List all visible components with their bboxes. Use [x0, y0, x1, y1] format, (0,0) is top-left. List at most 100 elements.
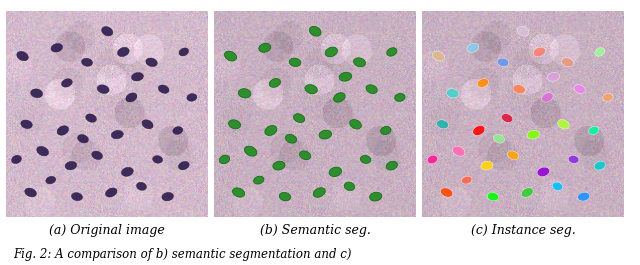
Ellipse shape	[65, 161, 77, 170]
Ellipse shape	[111, 130, 124, 139]
Ellipse shape	[31, 89, 43, 98]
Ellipse shape	[501, 114, 513, 122]
Ellipse shape	[146, 58, 157, 67]
Ellipse shape	[349, 120, 362, 129]
Ellipse shape	[517, 26, 529, 36]
Ellipse shape	[541, 93, 553, 102]
Ellipse shape	[603, 94, 613, 101]
Ellipse shape	[72, 193, 83, 201]
Ellipse shape	[467, 43, 479, 52]
Ellipse shape	[289, 58, 301, 67]
Ellipse shape	[366, 85, 378, 94]
Ellipse shape	[309, 26, 321, 36]
Ellipse shape	[77, 135, 88, 143]
Ellipse shape	[521, 188, 533, 197]
Ellipse shape	[279, 192, 291, 201]
Ellipse shape	[319, 130, 332, 139]
Ellipse shape	[179, 48, 189, 56]
Ellipse shape	[369, 192, 382, 201]
Ellipse shape	[537, 167, 550, 176]
Ellipse shape	[477, 78, 488, 87]
Ellipse shape	[158, 85, 169, 93]
Ellipse shape	[481, 161, 493, 170]
Ellipse shape	[232, 188, 244, 197]
Ellipse shape	[446, 89, 459, 98]
Ellipse shape	[387, 48, 397, 56]
Ellipse shape	[527, 130, 540, 139]
Ellipse shape	[86, 114, 97, 122]
Ellipse shape	[386, 161, 397, 170]
Ellipse shape	[452, 146, 465, 156]
Ellipse shape	[225, 51, 237, 61]
Ellipse shape	[126, 93, 137, 102]
Ellipse shape	[173, 127, 182, 134]
Ellipse shape	[533, 47, 545, 57]
Ellipse shape	[81, 58, 93, 66]
Ellipse shape	[487, 192, 499, 201]
Ellipse shape	[461, 176, 472, 184]
Ellipse shape	[325, 47, 337, 57]
Ellipse shape	[106, 188, 117, 197]
Ellipse shape	[440, 188, 452, 197]
Ellipse shape	[305, 85, 317, 94]
Ellipse shape	[220, 155, 230, 164]
Ellipse shape	[142, 120, 153, 129]
Ellipse shape	[339, 72, 352, 81]
Ellipse shape	[259, 43, 271, 52]
Ellipse shape	[187, 94, 197, 101]
Ellipse shape	[433, 51, 445, 61]
Ellipse shape	[473, 126, 485, 135]
Ellipse shape	[265, 126, 277, 135]
Ellipse shape	[273, 161, 285, 170]
Ellipse shape	[513, 85, 525, 94]
Ellipse shape	[244, 146, 257, 156]
Ellipse shape	[238, 89, 251, 98]
Ellipse shape	[333, 93, 345, 102]
Ellipse shape	[25, 188, 36, 197]
Ellipse shape	[329, 167, 342, 176]
Ellipse shape	[344, 182, 355, 191]
Ellipse shape	[594, 161, 605, 170]
Ellipse shape	[293, 114, 305, 122]
Ellipse shape	[428, 155, 438, 164]
Ellipse shape	[102, 26, 113, 36]
Ellipse shape	[493, 134, 505, 143]
Ellipse shape	[118, 47, 129, 56]
Ellipse shape	[508, 151, 519, 160]
Ellipse shape	[92, 151, 102, 160]
Ellipse shape	[589, 126, 599, 135]
Ellipse shape	[97, 85, 109, 94]
Ellipse shape	[353, 58, 365, 67]
Ellipse shape	[131, 73, 143, 81]
Ellipse shape	[360, 156, 371, 164]
Ellipse shape	[561, 58, 573, 67]
Ellipse shape	[179, 161, 189, 170]
Ellipse shape	[228, 120, 241, 129]
Ellipse shape	[21, 120, 32, 129]
Ellipse shape	[497, 58, 509, 67]
Ellipse shape	[136, 182, 147, 190]
Ellipse shape	[46, 176, 56, 184]
Ellipse shape	[300, 151, 311, 160]
Ellipse shape	[595, 48, 605, 56]
Ellipse shape	[313, 188, 325, 197]
Ellipse shape	[61, 79, 72, 87]
Ellipse shape	[162, 192, 173, 201]
Ellipse shape	[12, 155, 21, 164]
Ellipse shape	[152, 156, 163, 163]
Ellipse shape	[17, 51, 28, 61]
Ellipse shape	[36, 146, 49, 156]
Ellipse shape	[557, 120, 570, 129]
Ellipse shape	[122, 167, 133, 176]
Text: (b) Semantic seg.: (b) Semantic seg.	[260, 224, 371, 237]
Ellipse shape	[552, 182, 563, 191]
Ellipse shape	[51, 43, 63, 52]
Ellipse shape	[285, 134, 297, 143]
Ellipse shape	[57, 126, 68, 135]
Text: (c) Instance seg.: (c) Instance seg.	[471, 224, 575, 237]
Text: (a) Original image: (a) Original image	[49, 224, 165, 237]
Ellipse shape	[568, 156, 579, 164]
Ellipse shape	[253, 176, 264, 184]
Ellipse shape	[395, 94, 405, 101]
Ellipse shape	[436, 120, 449, 129]
